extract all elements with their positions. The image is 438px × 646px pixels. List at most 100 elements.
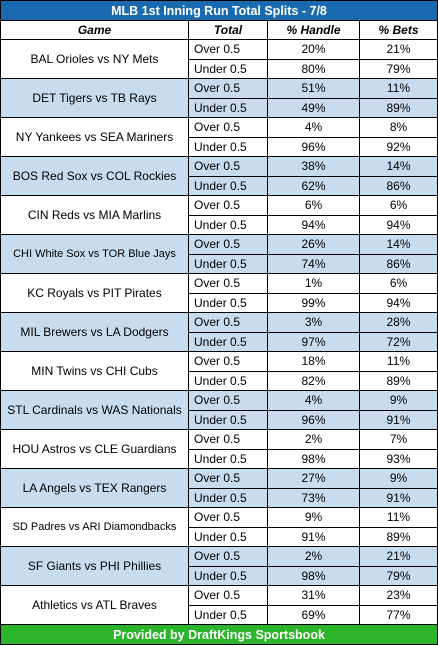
game-name: MIL Brewers vs LA Dodgers [0,312,189,352]
bets-percent: 91% [359,409,438,430]
game-name: CIN Reds vs MIA Marlins [0,195,189,235]
header-handle: % Handle [267,20,360,40]
handle-percent: 18% [267,351,360,372]
table-row: LA Angels vs TEX Rangers Over 0.5 27% 9% [0,468,438,508]
bets-percent: 77% [359,604,438,625]
total-line: Over 0.5 [188,273,268,294]
table-row: MIN Twins vs CHI Cubs Over 0.5 18% 11% [0,351,438,391]
game-name: BAL Orioles vs NY Mets [0,39,189,79]
bets-percent: 6% [359,273,438,294]
game-name: SD Padres vs ARI Diamondbacks [0,507,189,547]
bets-percent: 94% [359,292,438,313]
game-name: DET Tigers vs TB Rays [0,78,189,118]
total-line: Over 0.5 [188,312,268,333]
table-row: Under 0.5 91% 89% [1,526,438,547]
handle-percent: 99% [267,292,360,313]
bets-percent: 23% [359,585,438,606]
table-row: KC Royals vs PIT Pirates Over 0.5 1% 6% [0,273,438,313]
bets-percent: 72% [359,331,438,352]
handle-percent: 38% [267,156,360,177]
total-line: Over 0.5 [188,429,268,450]
bets-percent: 14% [359,234,438,255]
header-row: Game Total % Handle % Bets [0,20,438,40]
handle-percent: 31% [267,585,360,606]
handle-percent: 80% [267,58,360,79]
total-line: Over 0.5 [188,195,268,216]
bets-percent: 89% [359,97,438,118]
total-line: Under 0.5 [188,370,268,391]
handle-percent: 82% [267,370,360,391]
table-title: MLB 1st Inning Run Total Splits - 7/8 [0,0,438,21]
header-total: Total [188,20,268,40]
handle-percent: 9% [267,507,360,528]
handle-percent: 97% [267,331,360,352]
total-line: Over 0.5 [188,78,268,99]
handle-percent: 94% [267,214,360,235]
total-line: Under 0.5 [188,136,268,157]
table-row: CHI White Sox vs TOR Blue Jays Over 0.5 26… [0,234,438,274]
total-line: Under 0.5 [188,58,268,79]
total-line: Over 0.5 [188,585,268,606]
bets-percent: 11% [359,351,438,372]
bets-percent: 92% [359,136,438,157]
bets-percent: 79% [359,565,438,586]
total-line: Over 0.5 [188,117,268,138]
table-row: Under 0.5 73% 91% [1,487,438,508]
bets-percent: 14% [359,156,438,177]
table-footer: Provided by DraftKings Sportsbook [0,624,438,645]
handle-percent: 3% [267,312,360,333]
handle-percent: 2% [267,429,360,450]
total-line: Over 0.5 [188,390,268,411]
bets-percent: 21% [359,39,438,60]
table-row: Athletics vs ATL Braves Over 0.5 31% 23% [0,585,438,625]
bets-percent: 94% [359,214,438,235]
bets-percent: 11% [359,78,438,99]
total-line: Under 0.5 [188,253,268,274]
bets-percent: 8% [359,117,438,138]
handle-percent: 49% [267,97,360,118]
table-row: Under 0.5 97% 72% [1,331,438,352]
game-name: BOS Red Sox vs COL Rockies [0,156,189,196]
total-line: Over 0.5 [188,468,268,489]
total-line: Over 0.5 [188,351,268,372]
bets-percent: 6% [359,195,438,216]
bets-percent: 9% [359,468,438,489]
table-row: Under 0.5 98% 93% [1,448,438,469]
total-line: Under 0.5 [188,409,268,430]
total-line: Under 0.5 [188,565,268,586]
handle-percent: 1% [267,273,360,294]
game-rows: BAL Orioles vs NY Mets Over 0.5 20% 21% Unde… [0,39,438,625]
total-line: Over 0.5 [188,39,268,60]
handle-percent: 91% [267,526,360,547]
table-row: Under 0.5 96% 92% [1,136,438,157]
total-line: Under 0.5 [188,292,268,313]
total-line: Over 0.5 [188,546,268,567]
table-row: DET Tigers vs TB Rays Over 0.5 51% 11% [0,78,438,118]
total-line: Under 0.5 [188,526,268,547]
handle-percent: 27% [267,468,360,489]
total-line: Under 0.5 [188,487,268,508]
table-row: STL Cardinals vs WAS Nationals Over 0.5 4%… [0,390,438,430]
bets-percent: 11% [359,507,438,528]
total-line: Under 0.5 [188,448,268,469]
header-game: Game [0,20,189,40]
game-name: CHI White Sox vs TOR Blue Jays [0,234,189,274]
total-line: Under 0.5 [188,175,268,196]
game-name: STL Cardinals vs WAS Nationals [0,390,189,430]
handle-percent: 96% [267,136,360,157]
total-line: Under 0.5 [188,604,268,625]
title-row: MLB 1st Inning Run Total Splits - 7/8 [0,0,438,21]
handle-percent: 69% [267,604,360,625]
game-name: SF Giants vs PHI Phillies [0,546,189,586]
handle-percent: 20% [267,39,360,60]
bets-percent: 86% [359,175,438,196]
handle-percent: 2% [267,546,360,567]
header-bets: % Bets [359,20,438,40]
table-row: HOU Astros vs CLE Guardians Over 0.5 2% 7% [0,429,438,469]
table-row: MIL Brewers vs LA Dodgers Over 0.5 3% 28% [0,312,438,352]
total-line: Under 0.5 [188,97,268,118]
bets-percent: 93% [359,448,438,469]
handle-percent: 98% [267,448,360,469]
table-row: SF Giants vs PHI Phillies Over 0.5 2% 21% [0,546,438,586]
